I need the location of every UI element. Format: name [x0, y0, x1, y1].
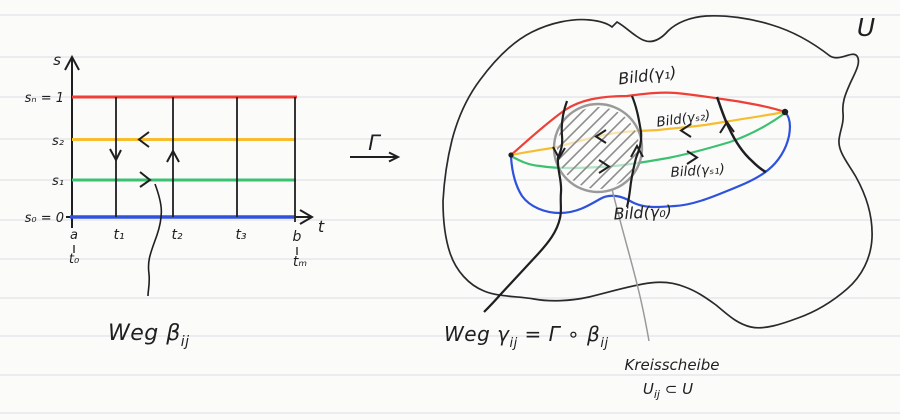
- gamma-map-symbol: Γ: [368, 131, 382, 155]
- hatch-line: [557, 107, 639, 189]
- equals-mark-a: ‖: [72, 244, 76, 253]
- tick-label-t0: t₀: [69, 252, 80, 267]
- arrow-right-icon: [139, 171, 152, 188]
- curve-bild-gamma1-red: [510, 91, 786, 156]
- tick-label-t2: t₂: [171, 227, 182, 243]
- transversal-curve-t3: [715, 96, 767, 174]
- arrow-right-icon: [598, 159, 611, 174]
- tick-label-s2: s₂: [52, 134, 64, 149]
- disc-caption-kreisscheibe: Kreisscheibe: [625, 356, 720, 374]
- tick-label-s0: s₀ = 0: [25, 211, 64, 226]
- region-u-label: U: [857, 13, 875, 42]
- s-axis-label: s: [53, 51, 61, 69]
- kreisscheibe-disc: [552, 102, 644, 194]
- parameter-rectangle-diagram: s t sₙ = 1 s₂ s₁ s₀ = 0 a ‖ t₀ t₁ t₂ t₃ …: [25, 51, 325, 350]
- disc-caption-uij: Uij ⊂ U: [643, 380, 693, 401]
- arrow-down-icon: [552, 146, 566, 161]
- path-start-point: [508, 152, 514, 158]
- transversal-curve-t2: [625, 95, 643, 208]
- t-axis-arrowhead: [299, 209, 314, 225]
- arrow-left-icon: [137, 131, 150, 148]
- curve-bild-gamma-s1-green: [510, 112, 786, 170]
- transversal-curve-t1: [483, 100, 569, 313]
- label-bild-gamma0: Bild(γ₀): [613, 201, 672, 223]
- tick-label-tm: tₘ: [293, 254, 307, 270]
- image-region-diagram: U Bild(γ₁) Bild(γₛ₂) Bild(γₛ₁) Bild(γ₀) …: [442, 13, 875, 401]
- s-axis-arrowhead: [64, 54, 80, 71]
- left-caption-weg-beta: Weg βij: [108, 321, 190, 350]
- arrow-up-icon: [166, 148, 180, 163]
- arrow-right-icon: [686, 150, 699, 165]
- right-caption-weg-gamma: Weg γij = Γ ∘ βij: [444, 322, 609, 351]
- arrow-left-icon: [679, 123, 692, 138]
- hatch-line: [579, 107, 639, 189]
- arrow-left-icon: [594, 129, 607, 144]
- label-bild-gamma-s2: Bild(γₛ₂): [655, 107, 711, 130]
- map-arrow-head-icon: [388, 151, 401, 163]
- region-u-outline: [442, 14, 873, 329]
- equals-mark-b: ‖: [295, 246, 299, 255]
- beta-pointer-squiggle: [147, 183, 163, 297]
- label-bild-gamma-s1: Bild(γₛ₁): [670, 161, 725, 181]
- arrow-up-icon: [630, 143, 644, 158]
- curve-bild-gamma0-blue: [509, 111, 792, 215]
- tick-label-t1: t₁: [113, 227, 124, 243]
- tick-label-t3: t₃: [235, 227, 246, 243]
- hatch-line: [557, 107, 639, 189]
- t-axis-label: t: [318, 217, 325, 236]
- label-bild-gamma1: Bild(γ₁): [617, 63, 677, 89]
- arrow-up-icon: [719, 120, 735, 134]
- disc-pointer-line: [611, 188, 650, 342]
- tick-label-b: b: [293, 229, 302, 245]
- gamma-map-arrow: Γ: [350, 131, 401, 163]
- tick-label-s1: s₁: [52, 174, 64, 189]
- ruled-paper-lines: [0, 14, 900, 414]
- path-end-point: [781, 108, 789, 116]
- hatch-line: [557, 107, 639, 189]
- tick-label-a: a: [70, 228, 78, 243]
- tick-label-sn: sₙ = 1: [25, 91, 64, 106]
- arrow-down-icon: [109, 148, 122, 163]
